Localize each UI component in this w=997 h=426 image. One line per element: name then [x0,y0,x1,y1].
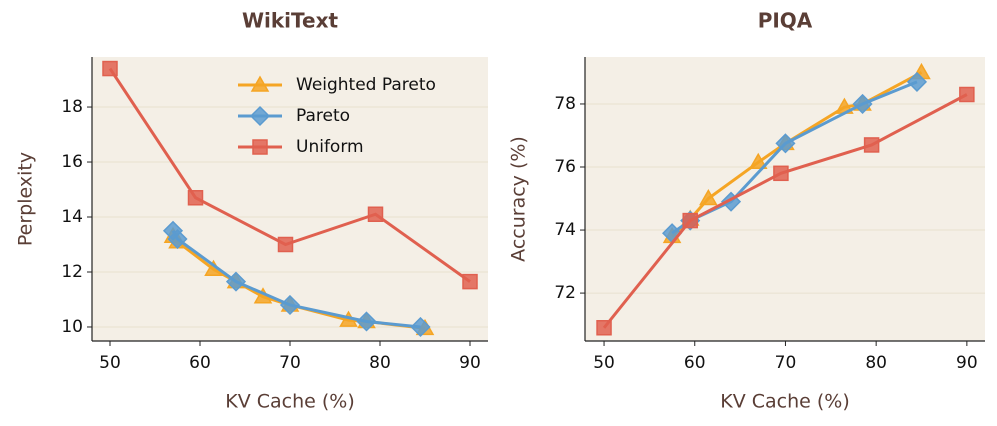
legend-label: Pareto [296,106,350,126]
marker-square [596,320,612,336]
marker-diamond [906,71,928,92]
marker-square [462,273,478,290]
y-tick-label: 10 [61,317,83,337]
plot-background [92,57,488,341]
marker-square [367,206,384,223]
y-axis-label: Accuracy (%) [508,136,530,262]
x-tick-label: 90 [956,353,978,373]
marker-square [102,60,118,77]
x-tick-label: 90 [459,353,481,373]
marker-diamond [852,93,873,115]
marker-triangle [699,189,718,206]
x-axis-label: KV Cache (%) [720,391,850,413]
chart-title: WikiText [242,9,339,33]
y-tick-label: 12 [61,262,83,282]
plot-background [585,57,985,341]
x-tick-label: 60 [189,353,211,373]
legend-marker [250,75,270,92]
x-tick-label: 70 [775,353,797,373]
x-tick-label: 80 [865,353,887,373]
marker-square [863,137,880,153]
y-tick-label: 18 [61,97,83,117]
marker-square [773,165,789,182]
marker-square [277,236,294,253]
x-tick-label: 80 [369,353,391,373]
x-tick-label: 50 [593,353,615,373]
legend-marker [252,139,268,155]
legend-marker [249,105,271,127]
x-tick-label: 60 [684,353,706,373]
marker-square [959,86,975,103]
marker-diamond [167,228,188,250]
y-tick-label: 72 [554,283,576,303]
legend-label: Weighted Pareto [296,75,436,95]
marker-diamond [410,316,431,338]
marker-diamond [225,271,247,292]
y-tick-label: 78 [554,94,576,114]
x-axis-label: KV Cache (%) [225,391,355,413]
marker-triangle [748,152,768,170]
marker-diamond [279,294,301,316]
y-tick-label: 74 [554,220,576,240]
x-tick-label: 70 [279,353,301,373]
y-tick-label: 14 [61,207,83,227]
marker-square [187,190,204,206]
marker-diamond [356,311,377,332]
x-tick-label: 50 [99,353,121,373]
marker-diamond [775,133,796,154]
y-tick-label: 76 [554,157,576,177]
chart-title: PIQA [758,9,813,33]
marker-square [682,212,698,229]
legend-label: Uniform [296,137,364,157]
y-tick-label: 16 [61,152,83,172]
y-axis-label: Perplexity [15,152,37,246]
